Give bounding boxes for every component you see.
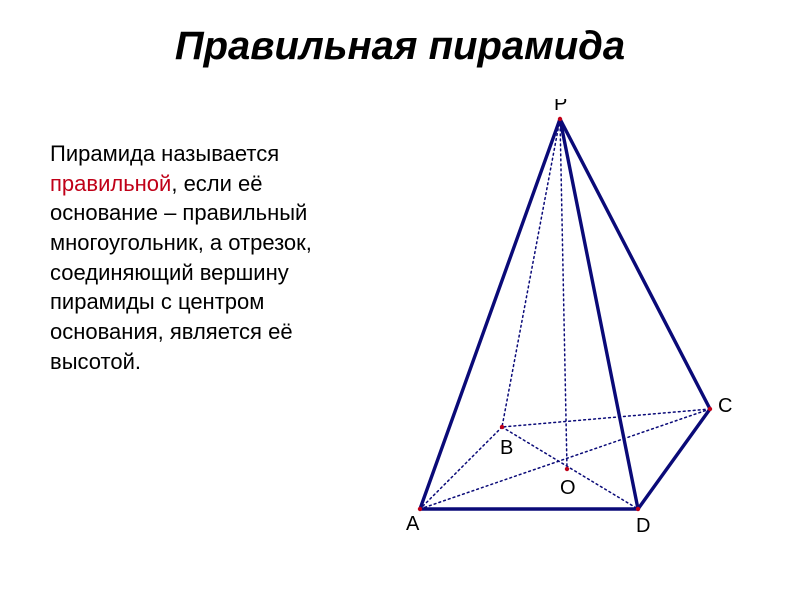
definition-text: Пирамида называется правильной, если её … (0, 99, 330, 377)
edge-P-A (420, 119, 560, 509)
vertex-dot-C (708, 407, 712, 411)
pyramid-diagram: P A B C D O (330, 99, 760, 539)
def-part-2: , если её основание – правильный многоуг… (50, 171, 312, 374)
definition-paragraph: Пирамида называется правильной, если её … (50, 139, 330, 377)
vertex-label-O: O (560, 477, 576, 499)
def-part-1: Пирамида называется (50, 141, 279, 166)
vertex-label-C: C (718, 395, 732, 417)
slide-title: Правильная пирамида (0, 0, 800, 69)
vertex-label-P: P (554, 99, 567, 115)
content-row: Пирамида называется правильной, если её … (0, 99, 800, 377)
diagram-container: PABCDO (330, 99, 800, 377)
vertex-label-D: D (636, 515, 650, 537)
edge-B-A (420, 427, 502, 509)
vertex-label-B: B (500, 437, 513, 459)
edge-P-C (560, 119, 710, 409)
edge-P-B (502, 119, 560, 427)
vertex-dot-O (565, 467, 569, 471)
edge-P-O (560, 119, 567, 469)
edge-C-B (502, 409, 710, 427)
vertex-dot-P (558, 117, 562, 121)
vertex-dot-B (500, 425, 504, 429)
def-keyword: правильной (50, 171, 171, 196)
edge-P-D (560, 119, 638, 509)
edge-D-C (638, 409, 710, 509)
vertex-dot-D (636, 507, 640, 511)
vertex-label-A: A (406, 513, 420, 535)
vertex-dot-A (418, 507, 422, 511)
